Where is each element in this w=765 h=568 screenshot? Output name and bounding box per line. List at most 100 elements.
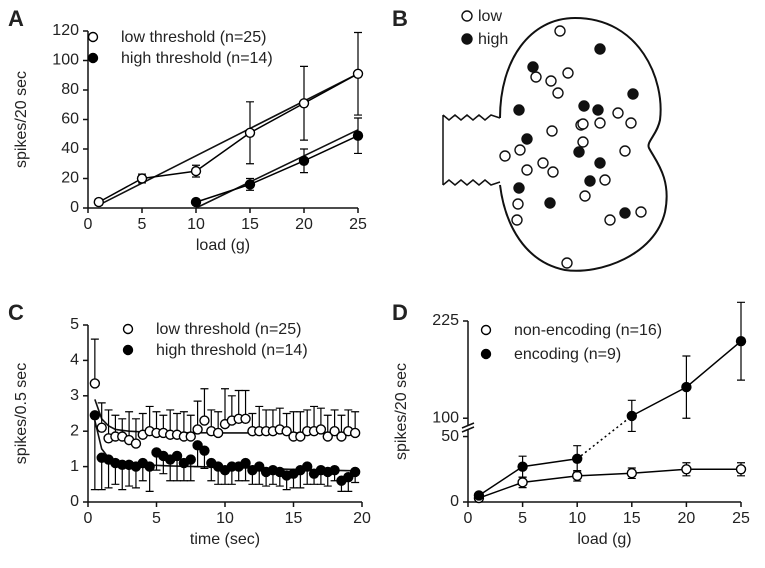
y-axis-title: spikes/20 sec (393, 363, 410, 460)
high-site (578, 100, 590, 112)
high-site (544, 197, 556, 209)
y-tick-label: 100 (52, 52, 79, 69)
y-tick-label: 100 (432, 409, 459, 426)
series-line (577, 472, 632, 477)
data-point (171, 450, 183, 462)
y-tick-label: 20 (61, 170, 79, 187)
y-tick-label: 0 (450, 493, 459, 510)
data-point (517, 461, 528, 472)
series-line (195, 183, 251, 203)
low-site (612, 107, 624, 119)
series-line (478, 466, 524, 497)
legend-marker (480, 324, 492, 336)
x-tick-label: 20 (353, 510, 371, 527)
low-site (545, 75, 557, 87)
data-point (298, 98, 310, 109)
y-tick-label: 1 (70, 458, 79, 475)
data-point (352, 130, 364, 141)
data-point (244, 179, 256, 190)
legend-marker (480, 348, 492, 360)
series-line (303, 73, 359, 104)
axis-break (461, 422, 475, 433)
panel-label: A (8, 6, 24, 31)
data-point (473, 490, 485, 501)
high-site (627, 88, 639, 100)
low-site (577, 118, 589, 130)
x-tick-label: 0 (464, 510, 473, 527)
series-line (631, 468, 687, 474)
y-tick-label: 2 (70, 422, 79, 439)
x-axis-title: load (g) (196, 237, 250, 254)
x-tick-label: 25 (349, 216, 367, 233)
data-point (89, 378, 101, 389)
data-point (681, 464, 692, 475)
high-site (594, 157, 606, 169)
low-site (625, 117, 637, 129)
y-axis-title: spikes/20 sec (13, 71, 30, 168)
low-site (511, 214, 523, 226)
low-site (604, 214, 616, 226)
series-line (576, 415, 633, 460)
low-site (537, 157, 549, 169)
y-tick-label: 120 (52, 22, 79, 39)
data-point (329, 464, 340, 476)
data-point (130, 438, 142, 449)
data-point (199, 415, 210, 426)
low-site (561, 257, 573, 269)
low-site (521, 164, 533, 176)
series-line (249, 102, 305, 134)
data-point (240, 457, 251, 469)
x-tick-label: 20 (295, 216, 313, 233)
data-point (626, 468, 637, 479)
legend-marker (87, 31, 99, 43)
low-site (514, 144, 526, 156)
x-tick-label: 25 (732, 510, 750, 527)
high-site (513, 182, 525, 194)
y-tick-label: 0 (70, 493, 79, 510)
x-tick-label: 10 (216, 510, 234, 527)
high-site (521, 133, 533, 145)
series-line (478, 481, 523, 499)
data-point (89, 410, 101, 421)
legend-marker (461, 10, 473, 22)
data-point (626, 410, 637, 422)
x-tick-label: 15 (623, 510, 641, 527)
low-site (577, 136, 589, 148)
data-point (322, 431, 333, 442)
data-point (190, 196, 202, 208)
tendon-stub (442, 114, 501, 186)
x-tick-label: 15 (285, 510, 303, 527)
data-point (572, 453, 583, 464)
panel-label: D (392, 300, 408, 325)
data-point (352, 68, 364, 79)
data-point (315, 424, 327, 435)
y-tick-label: 60 (61, 111, 79, 128)
data-point (735, 464, 747, 475)
data-point (254, 461, 265, 472)
data-point (93, 196, 105, 208)
legend-marker (461, 33, 473, 45)
series-line (685, 340, 742, 388)
low-site (562, 67, 574, 79)
data-point (572, 470, 583, 482)
x-axis-title: load (g) (577, 531, 631, 548)
series-line (141, 170, 197, 180)
legend-label: non-encoding (n=16) (514, 322, 662, 339)
low-site (530, 71, 542, 83)
data-point (349, 466, 361, 478)
low-site (594, 117, 606, 129)
x-tick-label: 0 (84, 216, 93, 233)
chart-panel: D 0 5 10 15 20 25 0 50 100 225 load (g) spikes/20 se… (392, 300, 750, 548)
x-tick-label: 5 (152, 510, 161, 527)
chart-panel: A 0 5 10 15 20 25 0 20 40 60 80 100 120 load (g) spikes… (8, 6, 367, 254)
panel-b: B low high (392, 6, 668, 272)
data-point (199, 445, 210, 456)
panel-label: C (8, 300, 24, 325)
data-point (295, 431, 306, 442)
x-tick-label: 10 (568, 510, 586, 527)
x-tick-label: 15 (241, 216, 259, 233)
legend-label: high threshold (n=14) (121, 50, 273, 67)
series-line (522, 475, 578, 484)
x-tick-label: 5 (518, 510, 527, 527)
